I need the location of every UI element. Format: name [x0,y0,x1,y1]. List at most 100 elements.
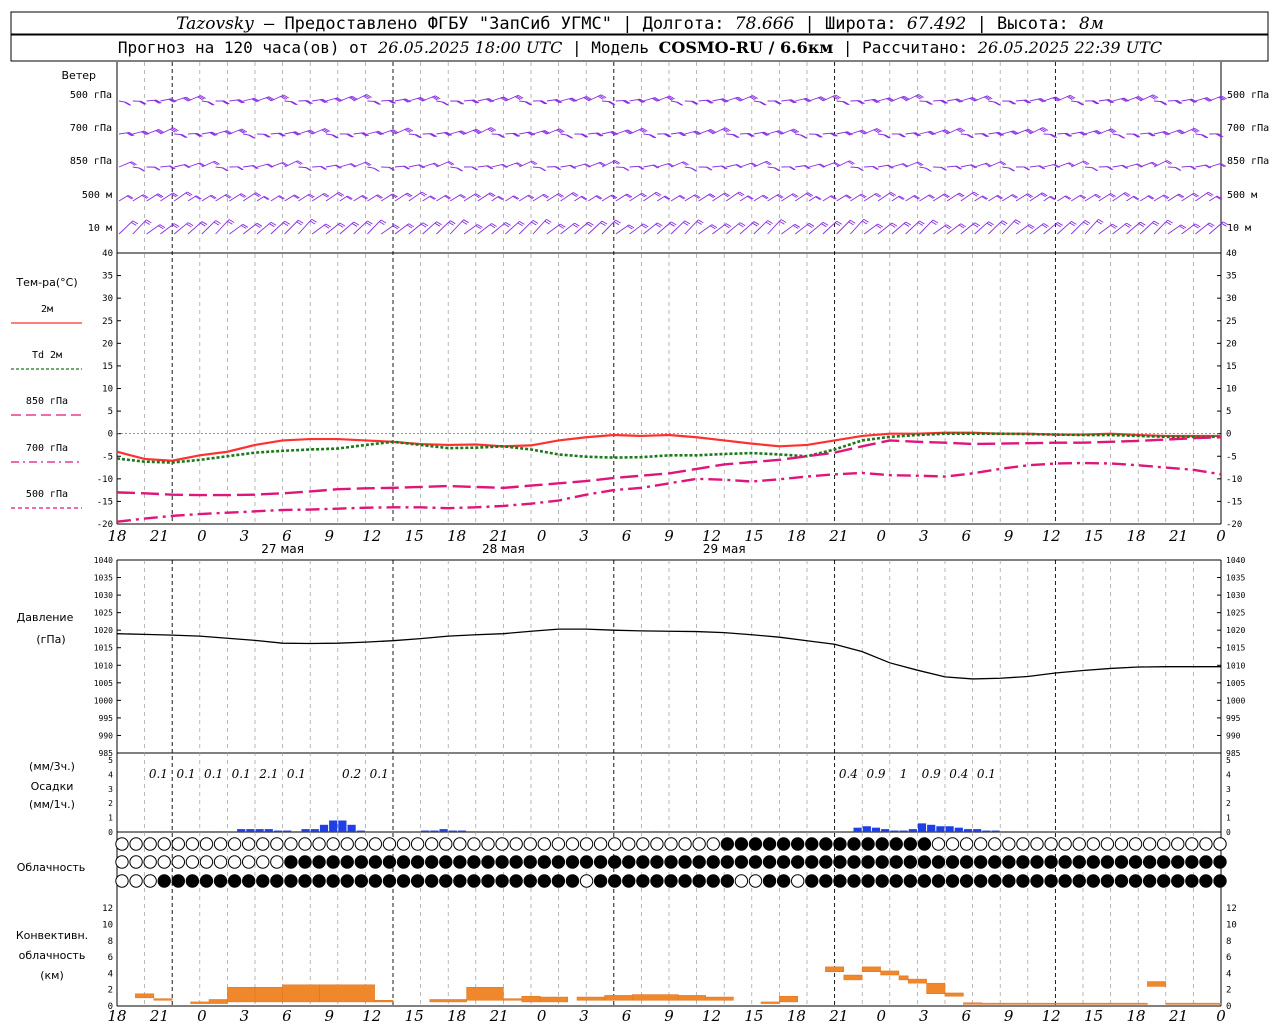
wind-barb-feather [705,166,712,171]
cloud-cover-circle [551,837,566,851]
wind-barb [864,98,880,104]
wind-barb-shaft [477,192,491,202]
wind-barb-feather [1039,98,1045,103]
wind-barb [339,195,353,202]
wind-barb-shaft [656,195,666,202]
wind-barb [450,166,463,172]
pressure-tick-left: 1010 [94,661,113,670]
wind-barb-feather [347,133,353,138]
wind-barb [546,128,565,135]
wind-barb-feather [324,128,331,132]
wind-barb-shaft [367,219,382,235]
wind-barb-feather [940,100,946,104]
wind-barb-feather [441,101,448,106]
wind-barb-feather [1147,132,1153,137]
wind-barb [1015,99,1032,104]
wind-barb [1057,132,1073,137]
wind-barb-shaft [932,224,947,235]
wind-barb-shaft [132,194,144,202]
wind-barb-feather [708,194,714,199]
cloud-cover-circle [213,855,228,869]
wind-barb-feather [131,161,137,166]
wind-barb-feather [541,100,548,105]
cloud-cover-circle [199,855,214,869]
wind-barb [601,219,621,235]
cloud-cover-circle [241,837,256,851]
cloud-cover-circle [692,874,706,888]
wind-barb [367,219,387,235]
precip-bar [218,831,227,832]
wind-barb-shaft [574,96,587,102]
wind-barb-shaft [505,162,518,168]
wind-barb [174,164,191,169]
wind-barb-shaft [767,130,780,135]
wind-barb-feather [1216,195,1223,200]
wind-barb-feather [362,195,368,199]
precip-3h-label: 2.1 [258,767,278,781]
cloud-cover-circle [523,855,537,869]
wind-barb-feather [808,222,815,227]
wind-barb [574,133,589,138]
wind-barb [933,99,948,104]
wind-barb [657,95,675,102]
wind-barb-feather [1191,98,1198,103]
cloud-cover-circle [284,855,298,869]
wind-barb [905,132,921,137]
cloud-cover-circle [720,855,735,869]
temp-tick-right: -20 [1226,520,1242,530]
wind-barb-feather [405,98,411,103]
wind-barb-shaft [325,164,337,168]
wind-barb-feather [419,192,426,197]
wind-barb [767,219,787,235]
wind-barb-feather [690,167,697,172]
time-hour-label: 21 [149,527,169,545]
wind-barb-feather [638,98,645,103]
wind-barb-feather [184,97,190,102]
wind-barb-feather [600,161,606,166]
wind-barb-feather [403,165,409,170]
wind-barb-feather [223,100,229,105]
wind-barb-shaft [1070,194,1082,202]
wind-barb [546,166,562,171]
wind-barb-feather [720,165,727,170]
cloud-cover-circle [790,837,805,851]
wind-barb-shaft [1209,95,1222,102]
precip-3h-label: 1 [900,767,908,781]
wind-barb-feather [157,193,164,198]
wind-barb-feather [919,220,925,225]
wind-barb-feather [1015,219,1021,224]
wind-barb-shaft [408,164,420,168]
wind-barb-shaft [877,222,893,235]
wind-barb-feather [251,165,258,170]
wind-barb-shaft [905,94,919,102]
wind-barb [615,99,631,104]
wind-barb-feather [530,161,536,166]
cloud-cover-circle [622,837,636,851]
wind-barb-feather [588,221,594,226]
wind-barb-feather [752,222,758,227]
wind-barb-feather [857,100,863,105]
wind-barb-feather [679,132,686,137]
wind-barb-feather [305,167,311,171]
temp-tick-right: 10 [1226,385,1237,395]
wind-barb-feather [172,192,178,197]
wind-barb-shaft [753,220,768,235]
wind-barb-feather [168,98,174,103]
wind-barb-feather [391,129,398,134]
wind-barb-feather [1135,97,1141,101]
wind-barb-feather [597,95,604,100]
conv-tick-left: 0 [108,1002,113,1012]
wind-barb-feather [845,131,852,136]
cloud-cover-circle [748,874,763,888]
wind-barb-feather [171,128,178,132]
wind-barb-feather [626,130,632,134]
conv-bar [760,1001,780,1004]
wind-barb-feather [429,133,435,138]
wind-barb-feather [197,133,203,137]
wind-barb-feather [296,221,302,226]
wind-barb-feather [155,130,162,134]
wind-barb [298,193,315,202]
precip-bar [1000,831,1009,832]
wind-barb-shaft [187,221,203,235]
wind-barb-shaft [256,221,272,235]
